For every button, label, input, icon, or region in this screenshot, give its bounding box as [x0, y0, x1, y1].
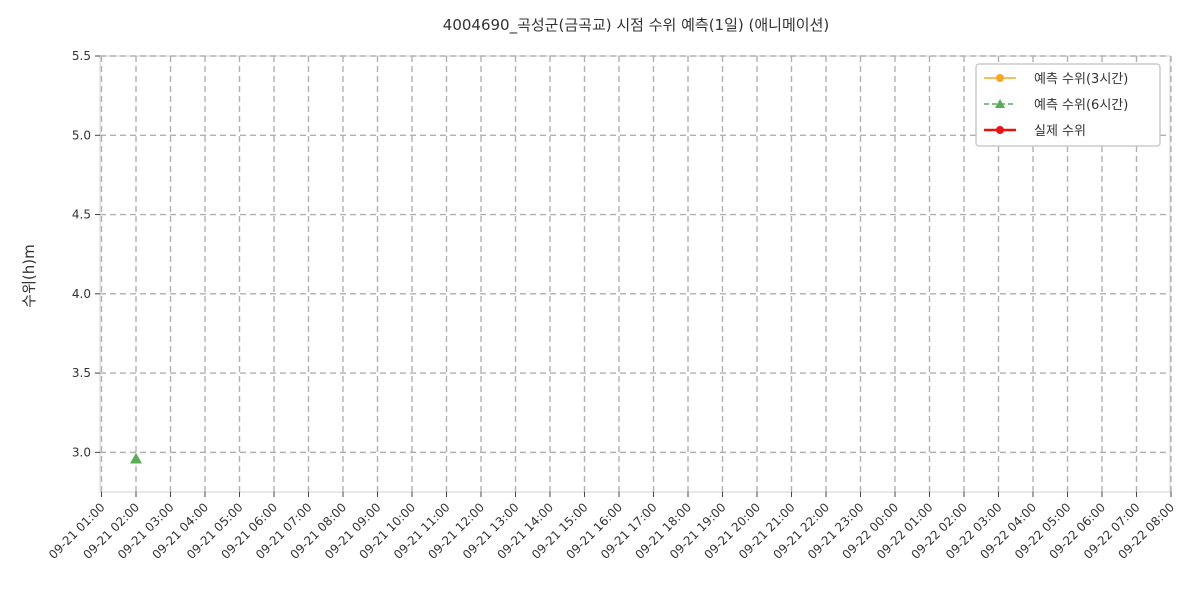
legend-marker	[995, 99, 1005, 108]
legend-marker	[996, 74, 1004, 82]
chart-title: 4004690_곡성군(금곡교) 시점 수위 예측(1일) (애니메이션)	[443, 16, 829, 35]
y-tick-label: 3.5	[72, 366, 91, 380]
data-point	[130, 452, 142, 464]
legend-label: 실제 수위	[1034, 124, 1086, 139]
y-tick-label: 5.0	[72, 128, 91, 142]
series-layer	[130, 452, 142, 464]
y-tick-label: 3.0	[72, 445, 91, 459]
legend-box	[975, 63, 1161, 147]
y-tick-label: 5.5	[72, 49, 91, 63]
legend: 예측 수위(3시간) 예측 수위(6시간) 실제 수위	[975, 63, 1161, 147]
y-tick-label: 4.0	[72, 287, 91, 301]
y-axis-label: 수위(h)m	[20, 244, 38, 307]
y-tick-label: 4.5	[72, 208, 91, 222]
legend-label: 예측 수위(3시간)	[1034, 72, 1128, 87]
legend-label: 예측 수위(6시간)	[1034, 98, 1128, 113]
legend-marker	[996, 126, 1004, 134]
y-axis-ticks: 3.0 3.5 4.0 4.5 5.0 5.5	[72, 49, 100, 459]
